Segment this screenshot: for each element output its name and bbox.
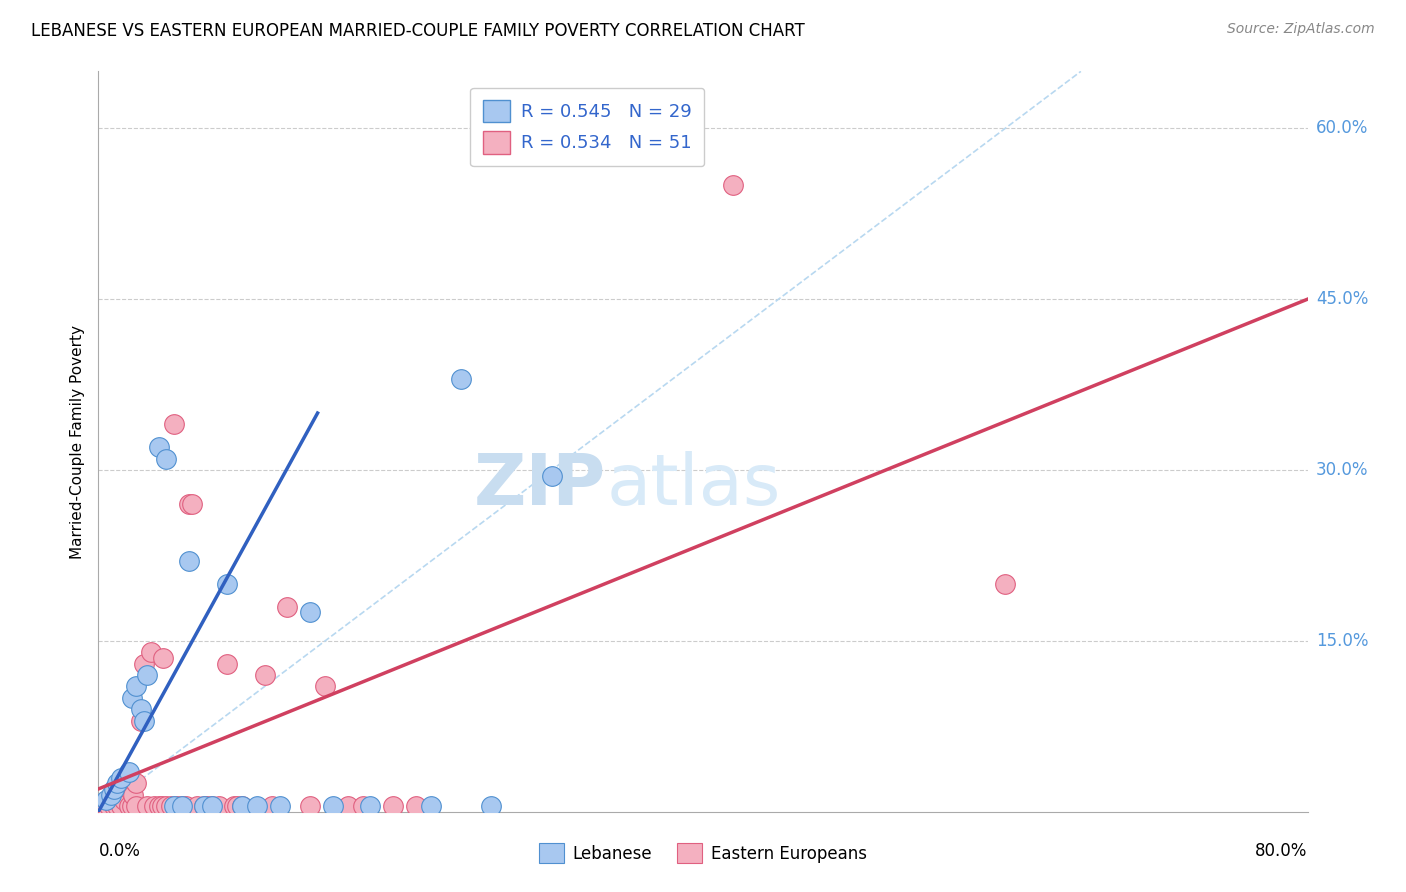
Point [105,776,128,790]
Point [148,799,170,814]
Point [201,799,224,814]
Point [195,799,218,814]
Point [125,799,148,814]
Point [360,799,382,814]
Point [155,451,177,466]
Point [112,793,135,807]
Legend: Lebanese, Eastern Europeans: Lebanese, Eastern Europeans [533,837,873,870]
Point [723,178,745,193]
Point [181,497,204,511]
Point [231,799,253,814]
Point [91,799,114,814]
Point [208,799,231,814]
Point [118,764,141,779]
Point [110,799,132,814]
Text: 45.0%: 45.0% [1316,290,1368,308]
Point [231,799,253,814]
Point [226,799,249,814]
Point [186,799,208,814]
Point [201,799,224,814]
Point [166,799,188,814]
Point [100,788,122,802]
Point [141,645,163,659]
Text: ZIP: ZIP [474,451,606,520]
Point [215,577,238,591]
Point [262,799,284,814]
Point [299,606,322,620]
Point [110,771,132,785]
Point [125,680,148,694]
Point [121,690,143,705]
Text: 30.0%: 30.0% [1316,461,1368,479]
Point [132,714,155,728]
Point [299,799,322,814]
Point [382,799,405,814]
Point [98,799,121,814]
Text: 80.0%: 80.0% [1256,842,1308,860]
Point [215,657,238,671]
Point [132,657,155,671]
Point [148,440,170,454]
Point [170,799,193,814]
Point [118,781,141,796]
Point [994,577,1017,591]
Point [540,468,562,483]
Point [322,799,344,814]
Point [150,799,173,814]
Point [94,799,117,814]
Point [269,799,291,814]
Point [179,497,201,511]
Point [135,668,157,682]
Point [481,799,503,814]
Point [107,793,129,807]
Point [152,651,174,665]
Text: 15.0%: 15.0% [1316,632,1368,650]
Point [94,793,117,807]
Point [129,702,152,716]
Point [105,799,128,814]
Point [135,799,157,814]
Point [352,799,374,814]
Text: LEBANESE VS EASTERN EUROPEAN MARRIED-COUPLE FAMILY POVERTY CORRELATION CHART: LEBANESE VS EASTERN EUROPEAN MARRIED-COU… [31,22,804,40]
Point [125,776,148,790]
Point [160,799,183,814]
Point [314,680,336,694]
Point [143,799,166,814]
Point [174,799,197,814]
Point [276,599,298,614]
Point [121,799,143,814]
Point [100,793,122,807]
Point [193,799,215,814]
Point [103,781,125,796]
Point [336,799,359,814]
Point [224,799,246,814]
Point [122,788,145,802]
Text: 0.0%: 0.0% [98,842,141,860]
Point [129,714,152,728]
Point [246,799,269,814]
Point [420,799,443,814]
Point [118,799,141,814]
Point [170,799,193,814]
Point [253,668,276,682]
Text: Source: ZipAtlas.com: Source: ZipAtlas.com [1227,22,1375,37]
Point [405,799,427,814]
Text: 60.0%: 60.0% [1316,120,1368,137]
Text: atlas: atlas [606,451,780,520]
Point [450,372,472,386]
Point [155,799,177,814]
Y-axis label: Married-Couple Family Poverty: Married-Couple Family Poverty [69,325,84,558]
Point [179,554,201,568]
Point [103,799,125,814]
Point [193,799,215,814]
Point [163,799,186,814]
Point [163,417,186,432]
